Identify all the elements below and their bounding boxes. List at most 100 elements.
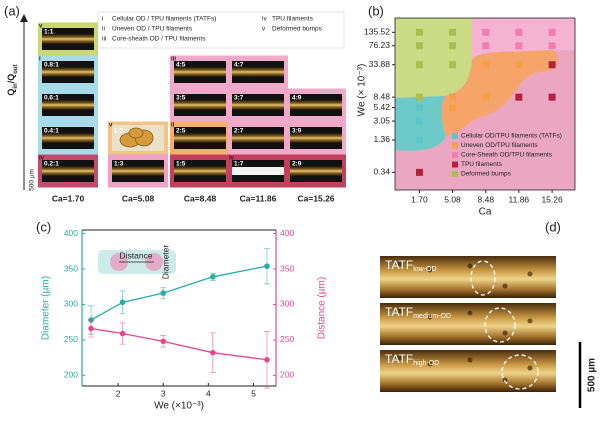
tile-photo (42, 67, 94, 77)
marker (449, 28, 457, 36)
tile-photo (42, 34, 94, 44)
data-point (119, 330, 126, 337)
x-tick-label: 8.48 (478, 194, 495, 204)
label-sub: medium-OD (413, 313, 451, 320)
data-line (90, 265, 268, 321)
tile-label: 2:7 (234, 128, 244, 135)
dark-spot (467, 357, 473, 363)
label-main: TATF (385, 258, 413, 272)
x-tick-label: 5 (251, 388, 256, 398)
column-label: Ca=1.70 (52, 193, 85, 203)
y-tick-label: 300 (64, 299, 78, 309)
highlight (484, 307, 516, 343)
plot-frame (394, 17, 576, 191)
y-axis-label-part: out (13, 64, 19, 73)
micrograph (380, 350, 556, 392)
tile-label: 1:5 (176, 161, 186, 168)
dark-spot (527, 365, 533, 371)
label-main: TATF (385, 305, 413, 319)
tile-label: 0.2:1 (44, 161, 59, 168)
marker (548, 28, 556, 36)
marker (415, 93, 423, 101)
region-numeral: i (39, 57, 41, 63)
marker (449, 104, 457, 112)
legend-numeral: i (102, 16, 103, 23)
legend-swatch (452, 161, 458, 168)
inset-annotation: Distance (119, 250, 152, 260)
legend-text: Deformed bumps (461, 171, 512, 178)
scale-label: 500 µm (587, 358, 598, 392)
tile-label: 4:5 (176, 62, 186, 69)
y-tick-label: 0.34 (373, 167, 390, 177)
marker (482, 42, 490, 50)
micrograph-label: TATFlow-OD (385, 258, 437, 273)
tile-label: 4:7 (234, 62, 244, 69)
panel-label: (d) (545, 219, 561, 234)
legend-swatch (452, 152, 458, 158)
tile-photo (42, 166, 94, 176)
micrograph (380, 256, 556, 298)
tile-label: 0.4:1 (44, 128, 59, 135)
x-tick-label: 15.26 (541, 194, 563, 204)
tile-label: 0.8:1 (44, 62, 59, 69)
tile-photo (232, 100, 284, 110)
marker (515, 61, 523, 69)
region-numeral: iii (171, 57, 176, 63)
legend-text: Cellular OD/TPU filaments (TATFs) (461, 133, 562, 140)
dark-spot (467, 310, 473, 316)
legend-box (97, 11, 345, 49)
y-axis-label: We (× 10⁻³) (357, 64, 368, 117)
dark-spot (502, 377, 508, 383)
deformed-bump (128, 127, 144, 139)
panel-label: (c) (36, 219, 51, 234)
y-tick-label: 135.52 (364, 27, 390, 37)
legend-swatch (452, 142, 458, 149)
region (441, 50, 558, 136)
tile-photo (174, 166, 226, 176)
legend-numeral: iv (262, 16, 267, 23)
region (472, 18, 575, 60)
y-tick-label: 33.88 (369, 59, 391, 69)
y-tick-label: 350 (64, 263, 78, 273)
tile-photo (42, 100, 94, 110)
dark-spot (397, 308, 403, 314)
data-point (160, 290, 167, 296)
legend-text: Core-Sheath OD/TPU filaments (461, 152, 553, 159)
legend-text: Core-sheath OD / TPU filaments (112, 36, 206, 43)
tile-label: 1:1 (44, 29, 54, 36)
marker (415, 117, 423, 125)
legend-swatch (452, 171, 458, 177)
tile-photo (232, 67, 284, 77)
tile-photo (42, 133, 94, 143)
dark-spot (502, 330, 508, 336)
marker (548, 93, 556, 101)
x-tick-label: 11.86 (509, 194, 530, 204)
tile-photo (112, 166, 164, 176)
y-axis-label-part: in (13, 83, 19, 89)
marker (415, 104, 423, 112)
tile-photo (174, 100, 226, 110)
x-tick-label: 5.08 (444, 194, 461, 204)
micrograph-label: TATFhigh-OD (385, 352, 439, 367)
tile-photo (232, 167, 284, 175)
column-label: Ca=15.26 (297, 193, 334, 203)
dark-spot (427, 314, 433, 320)
y2-axis-label: Distance (µm) (317, 277, 328, 339)
legend-text: Deformed bumps (272, 26, 323, 33)
tile-photo (290, 166, 342, 176)
tile-photo (290, 100, 342, 110)
y-tick-label: 250 (64, 334, 78, 344)
marker (482, 28, 490, 36)
arrow-head (20, 14, 28, 22)
marker (449, 93, 457, 101)
legend-text: Uneven OD / TPU filaments (112, 26, 193, 33)
legend-text: TPU filaments (272, 16, 314, 23)
region-numeral: v (39, 24, 43, 30)
column-label: Ca=8.48 (184, 193, 217, 203)
marker (515, 93, 523, 101)
region (395, 18, 472, 98)
data-point (210, 274, 216, 280)
x-tick-label: 2 (116, 388, 121, 398)
y-axis-label: Qin/Qout (6, 64, 18, 95)
